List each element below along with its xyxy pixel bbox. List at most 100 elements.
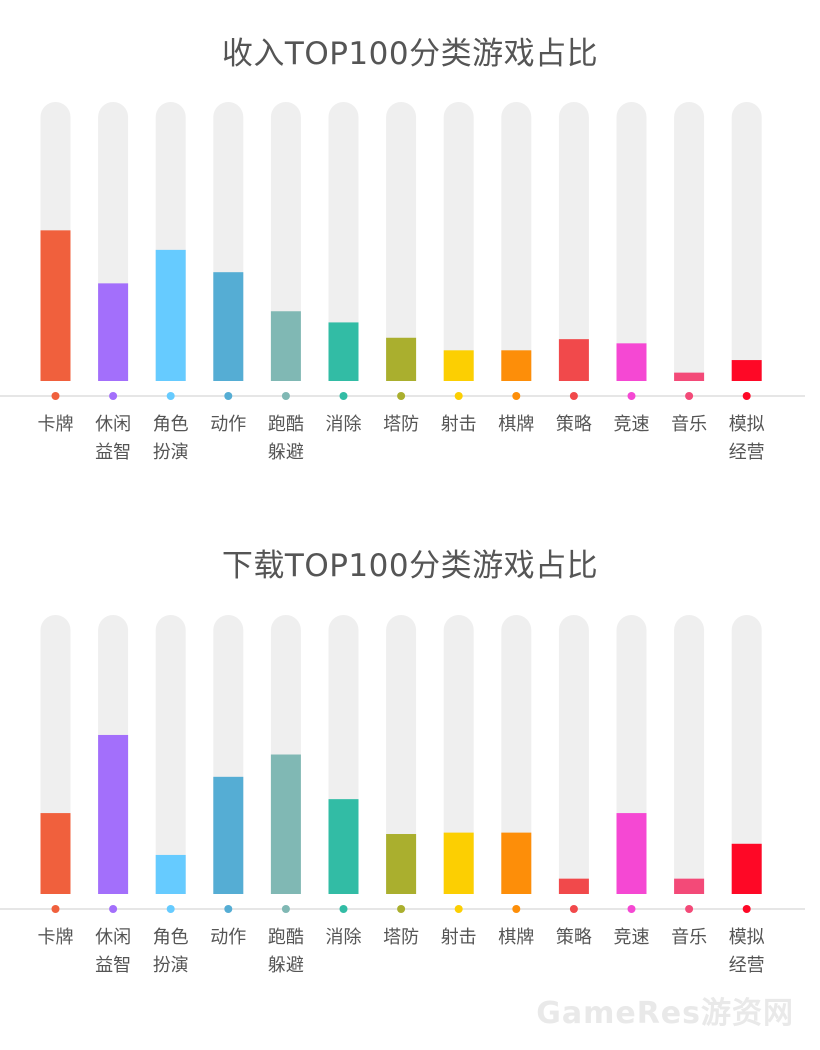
download-category-label: 动作 (210, 927, 246, 948)
revenue-category-dot (454, 392, 463, 400)
revenue-category-label: 竞速 (614, 414, 650, 435)
download-category-label: 角色扮演 (153, 927, 189, 976)
watermark-logo: GameRes游资网 (536, 996, 794, 1031)
download-bar (674, 878, 705, 894)
revenue-category-label: 模拟经营 (729, 414, 765, 463)
download-bar-track (674, 615, 705, 894)
revenue-category-dot (627, 392, 636, 400)
revenue-bar (386, 337, 417, 381)
revenue-bar (616, 343, 647, 381)
revenue-category-dot (109, 392, 118, 400)
download-bar (40, 813, 71, 894)
revenue-category-dot (224, 392, 233, 400)
revenue-category-label: 棋牌 (498, 414, 534, 435)
download-bar-track (501, 615, 532, 894)
revenue-category-dot (339, 392, 348, 400)
revenue-bar (155, 249, 186, 381)
download-bar (501, 832, 532, 894)
download-category-dot (627, 905, 636, 913)
download-category-dot (569, 905, 578, 913)
download-bar (443, 832, 474, 894)
revenue-category-label: 动作 (210, 414, 246, 435)
revenue-bar (558, 339, 589, 381)
revenue-category-dot (512, 392, 521, 400)
revenue-category-label: 跑酷躲避 (268, 414, 304, 463)
revenue-category-label: 休闲益智 (95, 414, 131, 463)
revenue-category-dot (281, 392, 290, 400)
revenue-bar (501, 350, 532, 381)
download-category-dot (512, 905, 521, 913)
revenue-bar (40, 230, 71, 381)
revenue-category-dot (51, 392, 60, 400)
download-bar-track (443, 615, 474, 894)
download-bar (270, 754, 301, 894)
revenue-bar (98, 283, 129, 381)
download-bar-track (558, 615, 589, 894)
download-category-label: 棋牌 (498, 927, 534, 948)
revenue-bar-track (501, 102, 532, 381)
download-bar (98, 734, 129, 894)
revenue-category-label: 消除 (326, 414, 362, 435)
download-category-dot (51, 905, 60, 913)
download-bar (155, 854, 186, 894)
revenue-bar-track (731, 102, 762, 381)
revenue-category-label: 音乐 (671, 414, 707, 435)
revenue-category-label: 塔防 (383, 414, 419, 435)
download-bar (328, 799, 359, 894)
download-category-label: 跑酷躲避 (268, 927, 304, 976)
revenue-category-dot (569, 392, 578, 400)
download-bar (616, 813, 647, 894)
download-chart: 卡牌 休闲益智 角色扮演 动作 跑酷躲避 消除 塔防 射击 棋牌 策略 竞速 音乐 模拟经营 下载TOP… (0, 515, 820, 1015)
download-bar-track (386, 615, 417, 894)
download-category-label: 模拟经营 (729, 927, 765, 976)
revenue-bar-track (328, 102, 359, 381)
revenue-bar-track (616, 102, 647, 381)
download-bar-track (155, 615, 186, 894)
revenue-bar (731, 360, 762, 381)
download-category-label: 策略 (556, 927, 592, 948)
download-category-label: 消除 (326, 927, 362, 948)
download-category-dot (685, 905, 694, 913)
revenue-bar-track (558, 102, 589, 381)
revenue-bar-track (386, 102, 417, 381)
download-category-dot (454, 905, 463, 913)
download-category-dot (339, 905, 348, 913)
revenue-category-dot (685, 392, 694, 400)
download-bar (558, 878, 589, 894)
revenue-chart: 卡牌 休闲益智 角色扮演 动作 跑酷躲避 消除 塔防 射击 棋牌 策略 竞速 音乐 模拟经营 收入TOP… (0, 0, 820, 500)
revenue-category-label: 角色扮演 (153, 414, 189, 463)
revenue-category-dot (166, 392, 175, 400)
download-category-dot (397, 905, 406, 913)
download-bar (213, 776, 244, 894)
revenue-category-dot (397, 392, 406, 400)
download-chart-title: 下载TOP100分类游戏占比 (221, 548, 599, 584)
download-bar (731, 843, 762, 894)
revenue-category-label: 策略 (556, 414, 592, 435)
revenue-bar (443, 350, 474, 381)
download-category-dot (224, 905, 233, 913)
revenue-bar (674, 372, 705, 381)
revenue-bar (328, 322, 359, 381)
download-category-label: 音乐 (671, 927, 707, 948)
download-bar-track (731, 615, 762, 894)
download-category-label: 竞速 (614, 927, 650, 948)
revenue-bar-track (443, 102, 474, 381)
revenue-category-label: 射击 (441, 414, 477, 435)
download-category-dot (166, 905, 175, 913)
download-category-dot (742, 905, 751, 913)
download-category-label: 卡牌 (38, 927, 74, 948)
download-category-dot (281, 905, 290, 913)
revenue-bar-track (674, 102, 705, 381)
revenue-chart-title: 收入TOP100分类游戏占比 (221, 36, 599, 72)
download-category-label: 射击 (441, 927, 477, 948)
download-category-label: 休闲益智 (95, 927, 131, 976)
revenue-bar (270, 311, 301, 381)
download-bar (386, 834, 417, 894)
revenue-category-label: 卡牌 (38, 414, 74, 435)
revenue-bar (213, 272, 244, 381)
download-category-label: 塔防 (383, 927, 419, 948)
download-category-dot (109, 905, 118, 913)
revenue-category-dot (742, 392, 751, 400)
